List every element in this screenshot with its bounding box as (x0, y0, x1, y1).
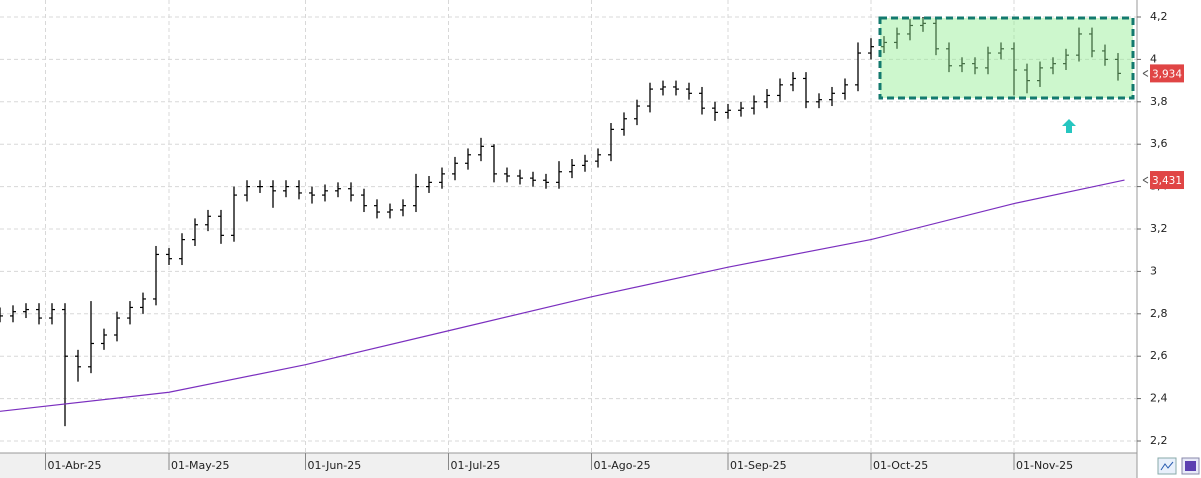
save-icon (1185, 461, 1196, 471)
y-tick-label: 3,8 (1150, 95, 1168, 108)
price-pointer (1142, 69, 1149, 77)
y-tick-label: 4,2 (1150, 10, 1168, 23)
y-tick-label: 2,8 (1150, 307, 1168, 320)
y-tick-label: 2,6 (1150, 349, 1168, 362)
arrow-up (1062, 119, 1076, 133)
y-tick-label: 3 (1150, 264, 1157, 277)
x-tick-label: 01-Oct-25 (873, 459, 928, 472)
x-tick-label: 01-Jun-25 (308, 459, 362, 472)
x-tick-label: 01-Jul-25 (451, 459, 501, 472)
y-tick-label: 2,4 (1150, 392, 1168, 405)
y-tick-label: 3,6 (1150, 137, 1168, 150)
axes: 2,22,42,62,833,23,43,63,844,201-Abr-2501… (45, 10, 1184, 472)
price-badge-label: 3,934 (1152, 68, 1182, 80)
price-badge-label: 3,431 (1152, 175, 1182, 187)
moving-average (0, 179, 1125, 412)
y-tick-label: 4 (1150, 52, 1157, 65)
marks (0, 17, 1125, 427)
price-pointer (1142, 176, 1149, 184)
x-tick-label: 01-Ago-25 (594, 459, 651, 472)
x-tick-label: 01-May-25 (171, 459, 229, 472)
x-axis-band (0, 453, 1137, 478)
price-badge (1150, 171, 1184, 190)
highlight-box (878, 16, 1135, 100)
y-tick-label: 2,2 (1150, 434, 1168, 447)
x-tick-label: 01-Sep-25 (730, 459, 787, 472)
zoom-icon (1160, 461, 1174, 471)
x-tick-label: 01-Nov-25 (1016, 459, 1073, 472)
x-tick-label: 01-Abr-25 (48, 459, 102, 472)
price-badge (1150, 64, 1184, 83)
y-tick-label: 3,2 (1150, 222, 1168, 235)
